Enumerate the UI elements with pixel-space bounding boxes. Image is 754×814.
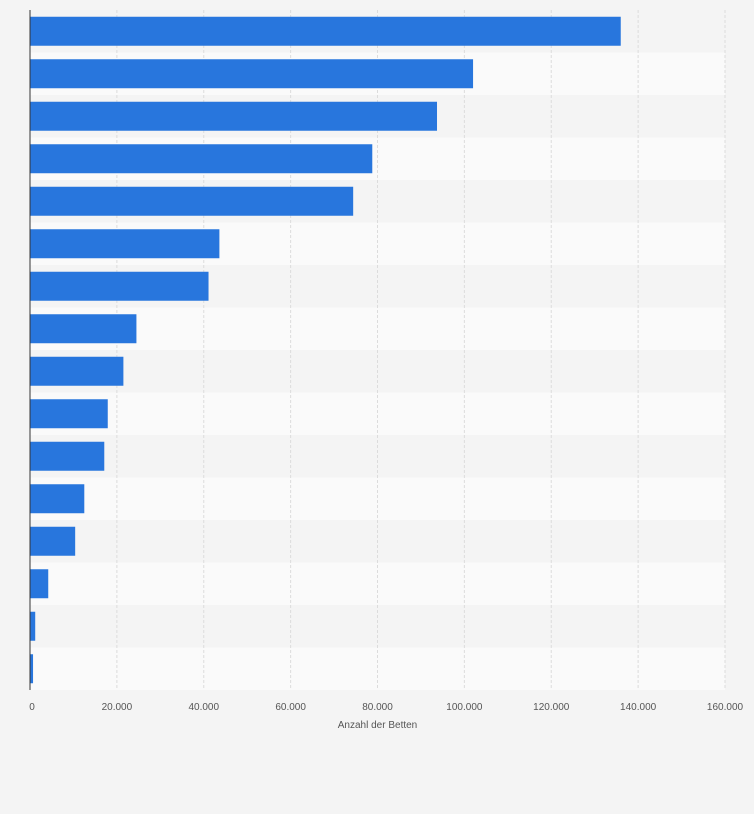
bar[interactable] xyxy=(30,144,373,174)
x-tick-label: 40.000 xyxy=(188,702,219,713)
row-band xyxy=(30,477,725,520)
bar[interactable] xyxy=(30,441,105,471)
row-band xyxy=(30,392,725,435)
bar[interactable] xyxy=(30,654,34,684)
x-tick-label: 0 xyxy=(29,702,35,713)
bar[interactable] xyxy=(30,399,108,429)
bar[interactable] xyxy=(30,314,137,344)
x-axis-ticks: 0 20.000 40.000 60.000 80.000 100.000 120.000 1… xyxy=(29,702,743,713)
x-tick-label: 140.000 xyxy=(620,702,657,713)
gridlines xyxy=(116,10,726,690)
x-tick-label: 120.000 xyxy=(533,702,570,713)
bar[interactable] xyxy=(30,611,36,641)
x-axis-title: Anzahl der Betten xyxy=(338,720,418,731)
x-tick-label: 160.000 xyxy=(707,702,744,713)
x-tick-label: 20.000 xyxy=(102,702,133,713)
row-band xyxy=(30,562,725,605)
row-band xyxy=(30,647,725,690)
bar[interactable] xyxy=(30,16,621,46)
bars xyxy=(30,16,621,684)
bar[interactable] xyxy=(30,229,220,259)
bar[interactable] xyxy=(30,569,49,599)
bar[interactable] xyxy=(30,484,85,514)
bar[interactable] xyxy=(30,59,474,89)
bar[interactable] xyxy=(30,271,209,301)
bar[interactable] xyxy=(30,101,438,131)
bar[interactable] xyxy=(30,526,76,556)
x-tick-label: 60.000 xyxy=(275,702,306,713)
x-tick-label: 100.000 xyxy=(446,702,483,713)
x-tick-label: 80.000 xyxy=(362,702,393,713)
bar[interactable] xyxy=(30,186,354,216)
bar[interactable] xyxy=(30,356,124,386)
